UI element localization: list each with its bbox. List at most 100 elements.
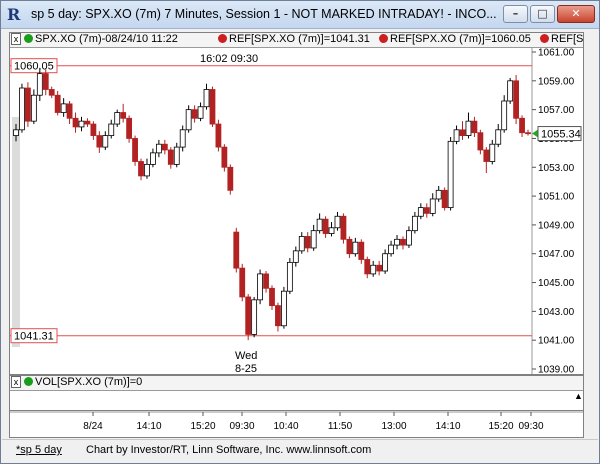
ref-dot-icon	[218, 34, 227, 43]
y-tick-label: 1059.00	[538, 76, 575, 87]
reference-label: 1041.31	[14, 331, 54, 343]
y-tick-label: 1043.00	[538, 307, 575, 318]
reference-label-box	[10, 328, 58, 344]
candle	[191, 109, 198, 119]
candle	[358, 241, 365, 260]
x-tick-label: 10:40	[273, 421, 298, 432]
candle	[72, 117, 79, 128]
volume-pane[interactable]: x VOL[SPX.XO (7m)]=0 ▲	[9, 375, 584, 411]
candle	[221, 146, 228, 168]
candle	[423, 207, 430, 214]
legend-symbol: SPX.XO (7m)-08/24/10 11:22	[24, 33, 178, 45]
candle	[102, 135, 109, 148]
window-title: sp 5 day: SPX.XO (7m) 7 Minutes, Session…	[31, 7, 497, 21]
price-pane-close-button[interactable]: x	[11, 33, 21, 45]
candle	[132, 138, 138, 162]
y-tick-label: 1045.00	[538, 278, 575, 289]
candle	[233, 231, 240, 269]
x-tick-label: 8/24	[83, 421, 103, 432]
candle	[489, 143, 496, 162]
candle	[406, 230, 412, 246]
close-button[interactable]: ✕	[557, 5, 595, 23]
legend-ref-extra: REF[SPX.XO (7m)]	[540, 33, 583, 45]
candle	[370, 264, 377, 275]
candle	[48, 89, 55, 96]
chart-tab[interactable]: *sp 5 day	[16, 444, 62, 456]
candle	[30, 94, 37, 122]
candle	[281, 290, 287, 327]
candle	[477, 132, 484, 151]
y-tick-label: 1051.00	[538, 192, 575, 203]
candle	[495, 129, 502, 145]
y-tick-label: 1057.00	[538, 105, 575, 116]
candle	[78, 120, 85, 128]
candle	[197, 106, 204, 119]
candle	[417, 207, 424, 217]
candle	[465, 120, 472, 136]
candle	[364, 259, 371, 275]
candle	[304, 236, 311, 249]
x-tick-label: 15:20	[488, 421, 513, 432]
candle	[376, 264, 383, 272]
candle	[173, 146, 180, 165]
candle	[19, 87, 25, 131]
x-tick-label: 09:30	[229, 421, 254, 432]
reference-label: 1060.05	[14, 61, 54, 73]
last-price-arrow-icon	[532, 129, 538, 138]
price-chart[interactable]: 1039.00 1041.00 1043.00 1045.00 1047.00 1049.…	[10, 47, 583, 374]
candle	[245, 296, 252, 335]
maximize-button[interactable]: □	[530, 5, 555, 23]
candle	[42, 73, 49, 90]
day-label-date: 8-25	[235, 363, 257, 374]
candle	[507, 80, 514, 102]
candle	[96, 135, 103, 148]
candle	[150, 152, 156, 165]
reference-label-box	[10, 58, 58, 74]
ref-dot-icon	[379, 34, 388, 43]
candle	[203, 89, 210, 108]
candle	[251, 299, 258, 335]
minimize-button[interactable]: –	[503, 5, 528, 23]
candle	[90, 123, 97, 136]
candle	[257, 273, 263, 301]
candle	[108, 123, 115, 136]
candle	[525, 132, 531, 135]
time-axis: 8/24 14:10 15:20 09:30 10:40 11:50 13:00 14:10 1…	[9, 411, 584, 438]
candle	[84, 120, 91, 125]
ref-dot-icon	[540, 34, 549, 43]
scale-arrow-icon[interactable]: ▲	[574, 391, 583, 401]
candle	[429, 198, 436, 214]
candle	[263, 273, 269, 289]
candle	[120, 112, 127, 119]
candle	[310, 230, 317, 249]
x-tick-label: 15:20	[190, 421, 215, 432]
candle	[66, 103, 73, 119]
legend-volume: VOL[SPX.XO (7m)]=0	[24, 376, 142, 388]
price-pane-header: x SPX.XO (7m)-08/24/10 11:22 REF[SPX.XO …	[10, 33, 583, 48]
candle	[239, 267, 246, 298]
candle	[138, 161, 144, 177]
candle	[382, 253, 389, 272]
price-pane[interactable]: x SPX.XO (7m)-08/24/10 11:22 REF[SPX.XO …	[9, 32, 584, 375]
scroll-bar[interactable]	[12, 117, 20, 347]
candle	[185, 109, 192, 131]
title-bar[interactable]: R sp 5 day: SPX.XO (7m) 7 Minutes, Sessi…	[1, 1, 599, 29]
x-tick-label: 09:30	[518, 421, 543, 432]
candle	[209, 89, 216, 125]
candle	[60, 103, 67, 113]
candle	[298, 236, 305, 252]
candle	[459, 129, 466, 136]
candle	[275, 305, 281, 327]
x-tick-label: 14:10	[435, 421, 460, 432]
candle	[501, 100, 508, 131]
time-axis-ticks: 8/24 14:10 15:20 09:30 10:40 11:50 13:00 14:10 1…	[10, 411, 583, 432]
app-logo-icon: R	[7, 5, 21, 24]
candle	[394, 238, 400, 246]
volume-dot-icon	[24, 377, 33, 386]
candle	[322, 218, 329, 234]
volume-pane-close-button[interactable]: x	[11, 376, 21, 388]
x-tick-label: 14:10	[136, 421, 161, 432]
candle	[286, 261, 293, 292]
y-tick-label: 1047.00	[538, 249, 575, 260]
